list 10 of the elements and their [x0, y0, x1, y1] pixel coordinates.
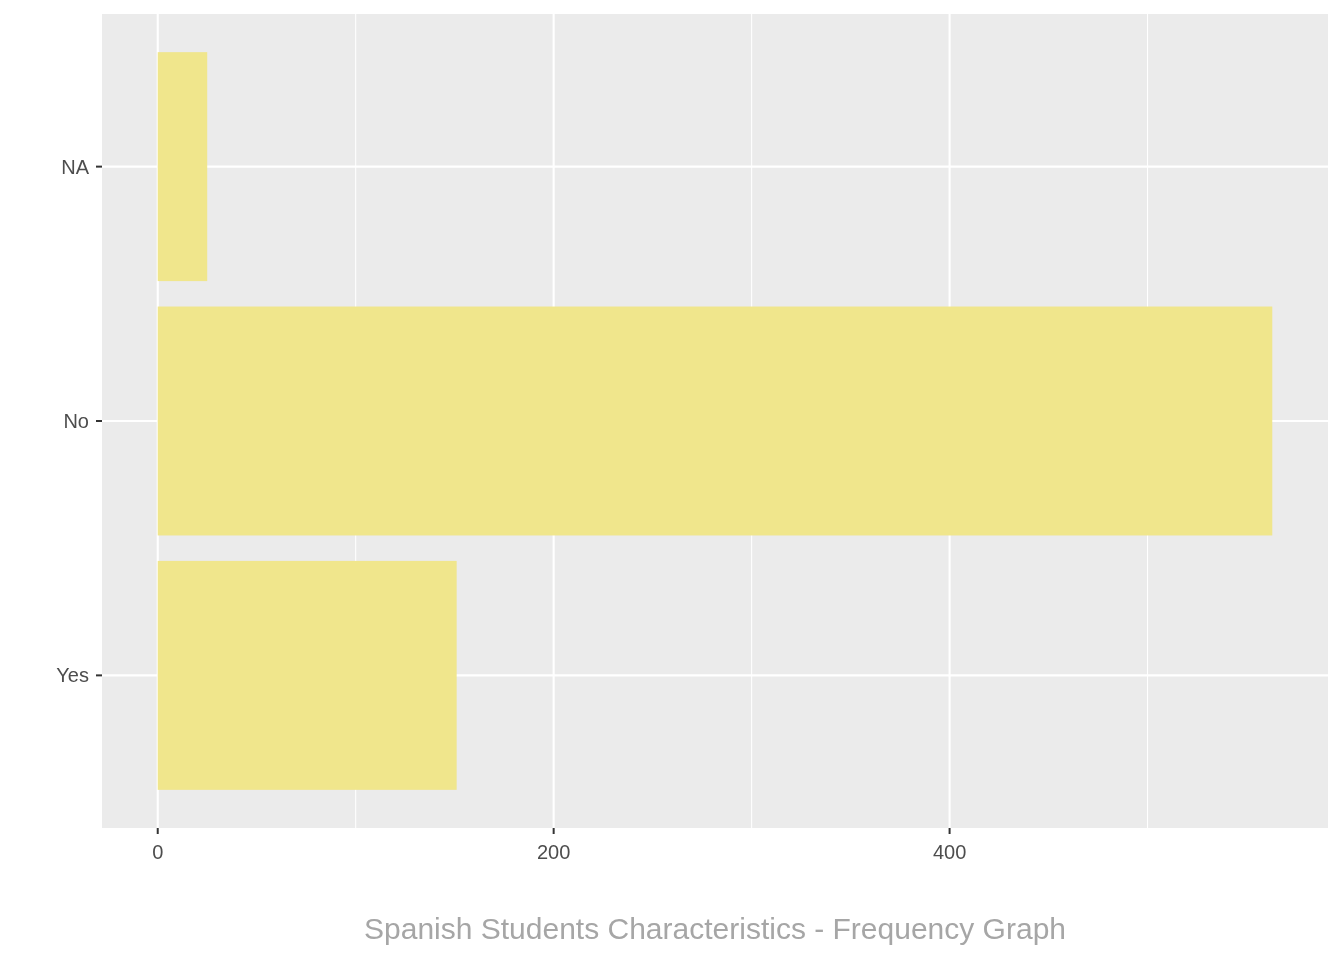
y-tick-label: Yes — [56, 664, 89, 687]
x-axis-title: Spanish Students Characteristics - Frequency Graph — [364, 912, 1066, 945]
bar — [157, 52, 208, 282]
x-tick-label: 0 — [152, 841, 164, 863]
x-tick-label: 400 — [932, 841, 967, 863]
bar — [157, 560, 457, 790]
bar — [157, 306, 1273, 536]
x-tick-label: 200 — [536, 841, 571, 863]
y-tick-label: NA — [61, 155, 90, 178]
y-tick-label: No — [63, 410, 89, 432]
